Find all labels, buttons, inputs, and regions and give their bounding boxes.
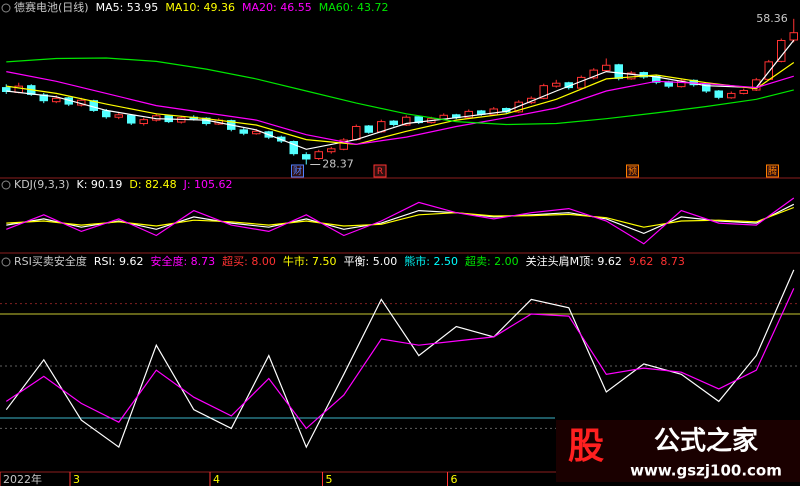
x-tick-label: 2022年 [3,472,42,486]
candle-body [764,61,773,80]
candle-body [114,114,123,118]
candle-body [714,90,723,98]
watermark: 股 公式之家 www.gszj100.com [556,420,800,482]
candle-body [777,39,786,62]
watermark-url: www.gszj100.com [630,462,782,480]
event-marker: 财 [293,165,302,177]
candle-body [102,110,111,118]
candle-body [314,151,323,160]
candle-body [789,32,798,41]
series-line [6,39,795,150]
legend-text: 平衡: 5.00 [344,255,398,268]
legend-text: 安全度: 8.73 [150,254,215,268]
candle-body [739,90,748,94]
event-marker-box [766,164,779,178]
event-marker: R [377,167,383,177]
legend-text: 德赛电池(日线) [14,0,89,14]
legend-text: J: 105.62 [183,178,233,191]
legend-text: MA5: 53.95 [96,1,159,14]
series-line [5,288,795,430]
series-line [6,62,795,146]
candle-body [402,116,411,126]
candle-body [352,125,361,141]
legend-icon [1,3,11,13]
extreme-label: 58.36 [756,12,788,25]
event-marker: 预 [628,166,637,177]
candle-body [752,79,761,91]
series-line [6,197,795,245]
candle-body [252,130,261,135]
candle-body [539,85,548,99]
candle-body [52,97,61,103]
candle-body [139,119,148,125]
legend-text: 牛市: 7.50 [283,254,337,268]
candle-body [527,97,536,104]
candle-body [302,154,311,160]
watermark-name: 公式之家 [654,426,758,457]
candle-body [364,125,373,133]
legend-text: MA20: 46.55 [242,1,312,14]
event-marker: 腾 [768,165,777,177]
series-line [6,57,794,126]
legend-text: 超卖: 2.00 [465,254,519,268]
legend-text: 8.73 [660,255,685,268]
legend-text: RSI: 9.62 [94,255,144,268]
watermark-logo: 股 [568,426,604,467]
legend-text: D: 82.48 [129,178,176,191]
candle-body [464,110,473,119]
legend-text: KDJ(9,3,3) [14,178,70,191]
candle-body [602,64,611,72]
x-tick-label: 4 [213,473,220,486]
series-line [6,203,795,235]
candle-body [514,101,523,113]
candle-body [339,139,348,150]
legend-text: 超买: 8.00 [222,254,276,268]
legend-text: MA10: 49.36 [165,1,235,14]
watermark-bg [556,420,800,482]
legend-text: 9.62 [629,255,654,268]
candle-body [289,141,298,155]
candle-body [239,129,248,134]
candle-body [627,72,636,80]
legend-icon [1,257,11,267]
candle-body [589,69,598,79]
x-tick-label: 3 [73,473,80,486]
event-marker-box [626,164,639,178]
x-tick-label: 5 [326,473,333,486]
candle-body [127,114,136,124]
series-line [6,206,795,228]
extreme-label: 28.37 [322,157,354,170]
candle-body [327,148,336,153]
legend-text: MA60: 43.72 [319,1,389,14]
candle-body [489,108,498,116]
legend-text: RSI买卖安全度 [14,254,87,268]
legend-text: 熊市: 2.50 [404,254,458,268]
x-tick-label: 6 [451,473,458,486]
candle-body [389,120,398,126]
candle-body [727,92,736,99]
legend-icon [1,180,11,190]
candle-body [552,82,561,87]
event-marker-box [373,164,387,178]
legend-text: 关注头肩M顶: 9.62 [526,254,622,268]
legend-text: K: 90.19 [77,178,123,191]
event-marker-box [291,164,304,178]
series-line [6,71,794,146]
candle-body [614,64,623,79]
